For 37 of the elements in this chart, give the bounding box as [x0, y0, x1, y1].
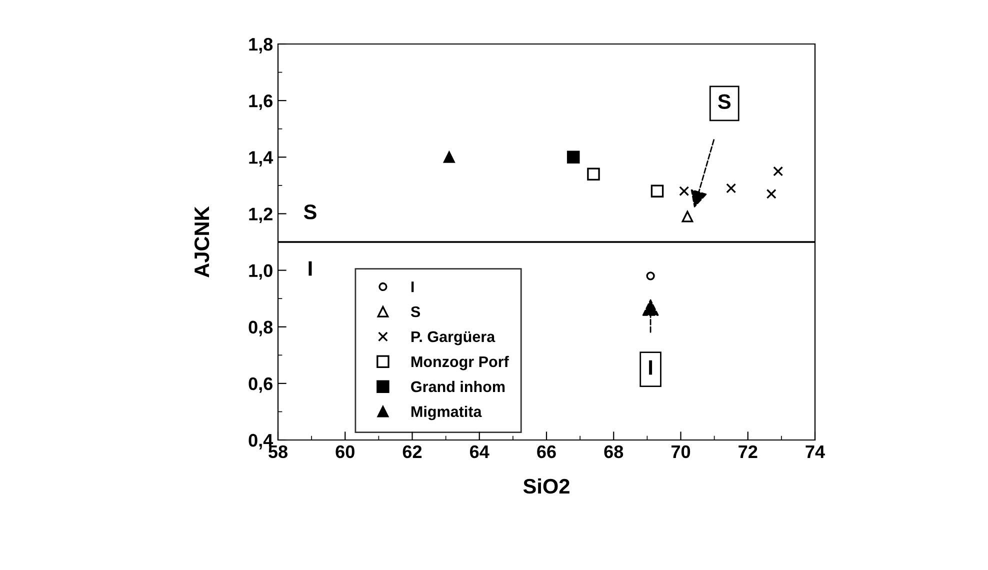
point: [766, 188, 776, 199]
y-tick-label: 1,8: [249, 38, 273, 54]
legend-label: Grand inhom: [411, 380, 505, 392]
legend-label: S: [410, 306, 420, 318]
point: [682, 210, 694, 222]
x-tick-label: 72: [738, 445, 758, 458]
y-axis-title: AJCNK: [194, 206, 210, 278]
x-tick-label: 74: [806, 446, 825, 458]
x-tick-label: 70: [671, 445, 690, 458]
x-tick-label: 68: [604, 445, 624, 458]
point: [443, 151, 455, 163]
y-tick-label: 0,8: [248, 320, 273, 336]
x-axis-title: SiO2: [523, 478, 570, 494]
point: [650, 184, 664, 198]
x-tick-label: 60: [336, 445, 354, 458]
x-tick-label: 62: [402, 445, 422, 458]
annotation: S: [718, 94, 731, 109]
point: [566, 150, 580, 164]
y-tick-label: 1,0: [249, 264, 272, 280]
point: [646, 272, 655, 280]
point: [726, 183, 736, 194]
annotation: I: [649, 360, 652, 375]
y-tick-label: 0,6: [248, 377, 272, 393]
x-tick-label: 64: [470, 445, 490, 458]
annotation: I: [308, 261, 312, 276]
y-tick-label: 1,2: [249, 208, 272, 224]
x-tick-label: 66: [537, 445, 556, 458]
legend-label: Monzogr Porf: [411, 356, 509, 370]
point: [679, 186, 690, 196]
annotation: S: [304, 204, 316, 220]
legend-label: Migmatita: [411, 406, 482, 420]
point: [587, 168, 600, 181]
y-tick-label: 1,6: [249, 94, 272, 110]
y-tick-label: 1,4: [249, 151, 274, 166]
point: [773, 166, 784, 176]
legend-label: P. Gargüera: [411, 331, 496, 346]
legend-label: I: [411, 282, 414, 292]
